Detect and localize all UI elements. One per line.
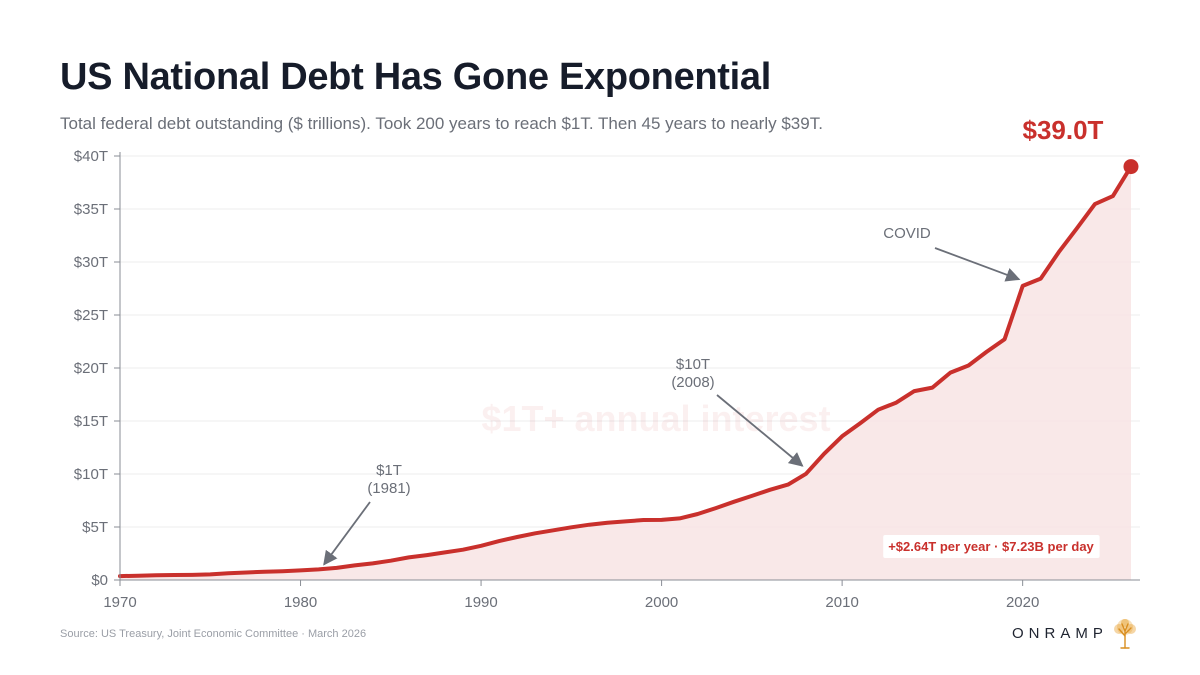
onramp-logo: ONRAMP <box>1012 616 1142 650</box>
series-area <box>120 166 1131 580</box>
endpoint-label: $39.0T <box>1022 115 1103 145</box>
x-tick-label: 1970 <box>103 594 136 611</box>
x-tick-label: 2000 <box>645 594 678 611</box>
y-tick-label: $25T <box>74 307 108 324</box>
annotation-covid: COVID <box>883 225 1021 282</box>
endpoint-dot <box>1123 159 1139 175</box>
x-tick-label: 1990 <box>464 594 497 611</box>
chart-subtitle: Total federal debt outstanding ($ trilli… <box>60 114 823 133</box>
watermark-text: $1T+ annual interest <box>481 398 830 439</box>
axes: $0 $5T $10T $15T $20T $25T $30T $35T $40T 1970 198… <box>74 148 1140 611</box>
x-tick-label: 1980 <box>284 594 317 611</box>
rate-box <box>883 535 1100 558</box>
annotation-label: $1T <box>376 462 402 479</box>
chart-title: US National Debt Has Gone Exponential <box>60 56 772 98</box>
y-tick-label: $15T <box>74 413 108 430</box>
annotation-sublabel: (1981) <box>367 480 410 497</box>
annotation-arrow <box>323 501 371 566</box>
y-tick-label: $30T <box>74 254 108 271</box>
annotation-ten_t: $10T(2008) <box>671 356 804 467</box>
source-note: Source: US Treasury, Joint Economic Comm… <box>60 628 367 640</box>
annotation-arrow <box>934 247 1021 282</box>
y-tick-label: $10T <box>74 466 108 483</box>
y-tick-label: $40T <box>74 148 108 165</box>
annotation-label: $10T <box>676 356 710 373</box>
y-tick-label: $0 <box>91 572 108 589</box>
annotation-sublabel: (2008) <box>671 374 714 391</box>
brand-name: ONRAMP <box>1012 624 1108 642</box>
annotation-arrow <box>716 394 804 467</box>
y-tick-label: $5T <box>82 519 108 536</box>
y-tick-label: $20T <box>74 360 108 377</box>
x-tick-label: 2010 <box>825 594 858 611</box>
annotation-one_t: $1T(1981) <box>323 462 411 566</box>
tree-icon <box>1113 619 1136 649</box>
y-tick-label: $35T <box>74 201 108 218</box>
annotation-label: COVID <box>883 225 931 242</box>
series-line <box>118 164 1133 579</box>
rate-note: +$2.64T per year · $7.23B per day <box>883 535 1100 558</box>
rate-label: +$2.64T per year · $7.23B per day <box>888 539 1094 554</box>
x-tick-label: 2020 <box>1006 594 1039 611</box>
annotations: $1T(1981) $10T(2008) COVID <box>323 225 1021 566</box>
endpoint-group: $39.0T <box>1022 115 1139 175</box>
